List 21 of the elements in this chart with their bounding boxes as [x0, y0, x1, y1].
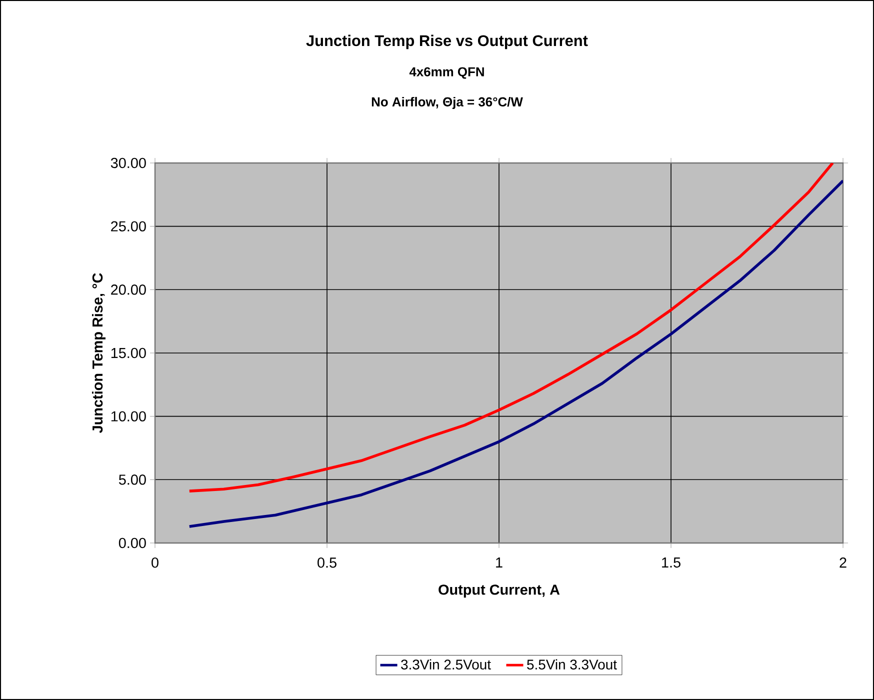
x-axis-title: Output Current, A: [438, 584, 560, 598]
y-tick-label: 30.00: [110, 158, 146, 168]
y-axis-title: Junction Temp Rise, °C: [92, 273, 106, 433]
chart-subtitle: 4x6mm QFN: [409, 67, 484, 79]
y-tick-label: 5.00: [118, 474, 146, 485]
text: No Airflow, Θja = 36°C/W: [372, 96, 523, 110]
y-tick-label: 0.00: [118, 538, 146, 548]
y-tick-label: 20.00: [111, 284, 146, 295]
legend-label: 3.3Vin 2.5Vout: [401, 659, 491, 670]
line-series: [188, 162, 834, 492]
y-tick-label: 25.00: [111, 221, 146, 232]
legend-label: 5.5Vin 3.3Vout: [527, 659, 617, 670]
chart-title: Junction Temp Rise vs Output Current: [306, 34, 588, 50]
x-tick-label: 0: [152, 558, 158, 568]
x-tick-label: 1: [496, 558, 502, 568]
x-tick-label: 0.5: [318, 558, 336, 568]
line-series: [188, 179, 844, 528]
y-tick-label: 15.00: [111, 348, 146, 358]
x-tick-label: 2: [840, 558, 846, 568]
y-tick-label: 10.00: [111, 411, 146, 422]
x-tick-label: 1.5: [662, 558, 680, 568]
